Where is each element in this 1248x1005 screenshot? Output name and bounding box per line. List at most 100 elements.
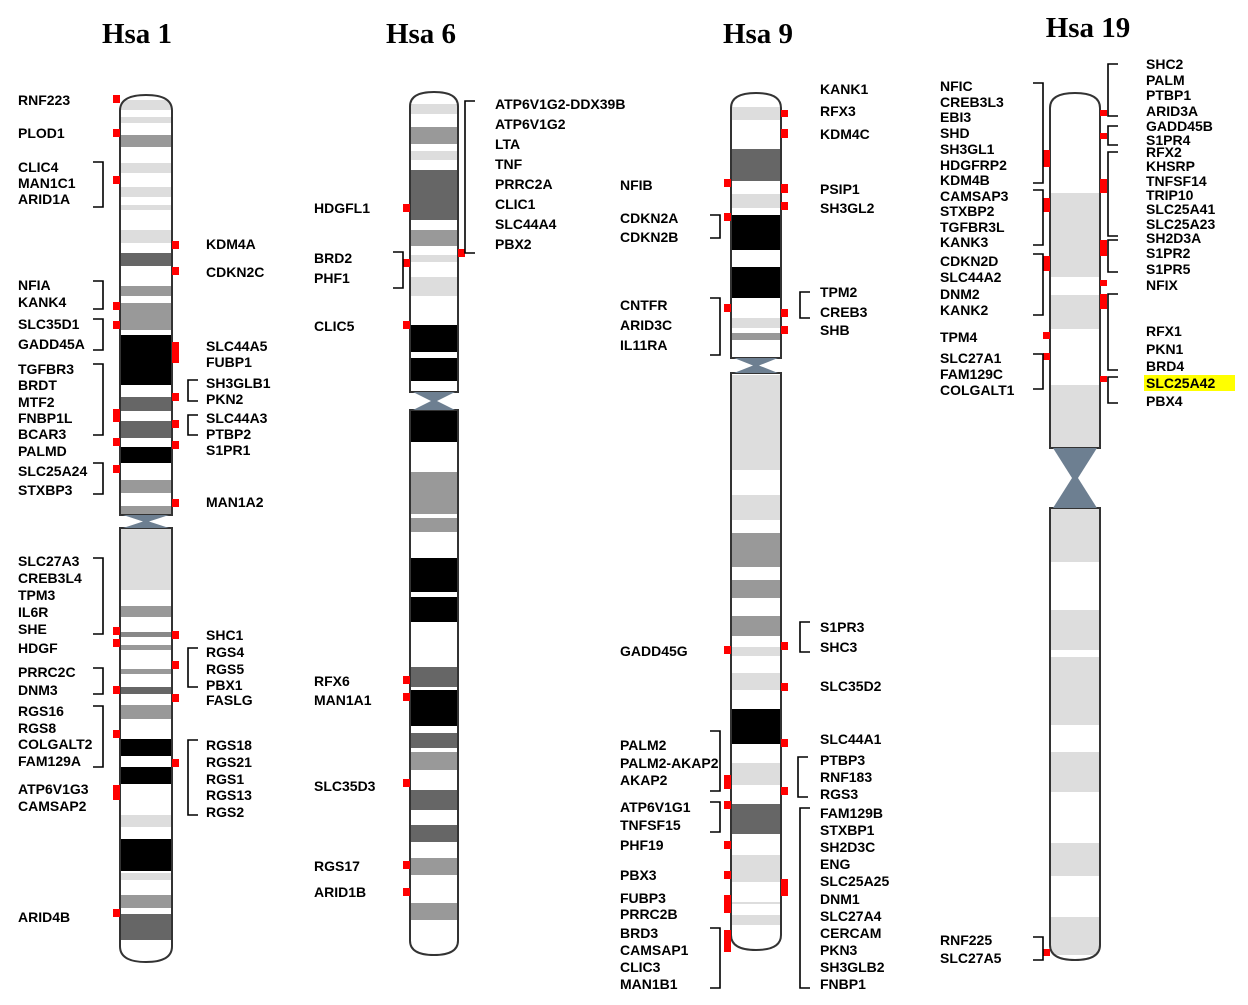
gene-label: LTA bbox=[495, 136, 521, 152]
centromere bbox=[123, 515, 169, 522]
gene-locus-marker bbox=[781, 787, 788, 795]
gene-label: CLIC1 bbox=[495, 196, 536, 212]
gene-label: AKAP2 bbox=[620, 772, 668, 788]
gene-locus-marker bbox=[724, 930, 731, 952]
gene-label: STXBP2 bbox=[940, 203, 995, 220]
gene-label: NFIC bbox=[940, 78, 973, 94]
gene-label: CDKN2B bbox=[620, 229, 679, 245]
gene-label: SLC44A1 bbox=[820, 731, 882, 747]
gene-label: SLC25A42 bbox=[1144, 375, 1236, 391]
chromosome-band bbox=[731, 763, 781, 785]
chromosome-band bbox=[120, 480, 172, 493]
gene-label: SLC35D2 bbox=[820, 678, 882, 694]
chromosome-band bbox=[410, 858, 458, 875]
chromosome-band bbox=[120, 117, 172, 123]
gene-locus-marker bbox=[172, 241, 179, 249]
gene-label: SLC25A23 bbox=[1146, 215, 1216, 232]
gene-label: SHD bbox=[940, 125, 970, 142]
gene-label: FAM129A bbox=[18, 753, 82, 770]
centromere bbox=[1053, 448, 1097, 478]
chromosome-band bbox=[1050, 295, 1100, 329]
gene-locus-marker bbox=[113, 95, 120, 103]
gene-locus-marker bbox=[781, 184, 788, 193]
gene-label: RNF223 bbox=[18, 92, 71, 108]
chromosome-band bbox=[1050, 610, 1100, 650]
chromosome-hsa-9 bbox=[724, 91, 788, 952]
gene-locus-marker bbox=[172, 267, 179, 275]
chromosome-band bbox=[731, 194, 781, 208]
gene-locus-marker bbox=[724, 646, 731, 654]
gene-label: SLC44A5 bbox=[206, 338, 268, 354]
gene-label: TPM4 bbox=[940, 329, 978, 345]
gene-label: MTF2 bbox=[18, 393, 55, 410]
chromosome-band bbox=[120, 687, 172, 694]
chromosome-band bbox=[410, 230, 458, 246]
gene-label: TGFBR3L bbox=[940, 218, 1005, 235]
chromosome-band bbox=[1050, 657, 1100, 725]
gene-label: MAN1C1 bbox=[18, 175, 76, 191]
chromosome-band bbox=[120, 163, 172, 173]
chromosome-band bbox=[120, 135, 172, 147]
q-arm bbox=[731, 373, 781, 950]
gene-label: GADD45G bbox=[620, 643, 688, 659]
gene-label: PHF1 bbox=[314, 270, 350, 286]
gene-locus-marker bbox=[1100, 294, 1107, 309]
gene-label: PSIP1 bbox=[820, 181, 860, 197]
gene-group-bracket bbox=[797, 756, 808, 798]
gene-label: CREB3L4 bbox=[18, 570, 82, 586]
gene-label: CREB3 bbox=[820, 304, 868, 320]
gene-locus-marker bbox=[724, 179, 731, 187]
chromosome-band bbox=[410, 325, 458, 352]
gene-label: MAN1A2 bbox=[206, 494, 264, 510]
chromosome-band bbox=[120, 705, 172, 719]
chromosome-band bbox=[731, 149, 781, 181]
chromosome-band bbox=[120, 606, 172, 617]
chromosome-band bbox=[731, 902, 781, 904]
gene-label: PALM bbox=[1146, 71, 1185, 88]
gene-label: CAMSAP2 bbox=[18, 798, 87, 814]
gene-locus-marker bbox=[781, 326, 788, 334]
gene-label: CLIC3 bbox=[620, 959, 661, 975]
gene-label: RGS4 bbox=[206, 644, 245, 660]
gene-label: DNM1 bbox=[820, 890, 860, 907]
gene-locus-marker bbox=[781, 129, 788, 138]
gene-label: ATP6V1G3 bbox=[18, 781, 89, 797]
gene-label: SLC44A3 bbox=[206, 410, 268, 426]
chromosome-band bbox=[120, 895, 172, 908]
gene-locus-marker bbox=[113, 129, 120, 137]
gene-group-bracket bbox=[187, 414, 198, 436]
gene-group-bracket bbox=[187, 379, 198, 402]
gene-label: RGS3 bbox=[820, 786, 859, 802]
chromosome-title: Hsa 19 bbox=[1045, 12, 1131, 44]
chromosome-band bbox=[731, 495, 781, 520]
gene-group-bracket bbox=[93, 363, 104, 436]
gene-label: CAMSAP1 bbox=[620, 942, 689, 958]
gene-locus-marker bbox=[1043, 332, 1050, 339]
gene-label: SLC27A4 bbox=[820, 907, 882, 924]
gene-locus-marker bbox=[781, 739, 788, 747]
gene-label: IL6R bbox=[18, 604, 49, 620]
gene-label: RNF183 bbox=[820, 769, 873, 785]
gene-group-bracket bbox=[1033, 253, 1044, 316]
gene-locus-marker bbox=[172, 342, 179, 363]
chromosome-band bbox=[731, 804, 781, 834]
gene-group-bracket bbox=[187, 739, 198, 816]
q-arm bbox=[1050, 508, 1100, 960]
gene-group-bracket bbox=[93, 161, 104, 208]
gene-group-bracket bbox=[393, 251, 404, 289]
gene-locus-marker bbox=[1043, 949, 1050, 956]
gene-group-bracket bbox=[93, 705, 104, 768]
gene-locus-marker bbox=[1043, 198, 1050, 212]
q-arm-outline bbox=[409, 409, 459, 957]
gene-label: FAM129B bbox=[820, 805, 884, 821]
chromosome-band bbox=[731, 673, 781, 690]
gene-locus-marker bbox=[403, 204, 410, 212]
chromosome-band bbox=[410, 410, 458, 442]
gene-locus-marker bbox=[781, 202, 788, 210]
chromosome-band bbox=[731, 580, 781, 598]
gene-locus-marker bbox=[403, 888, 410, 896]
chromosome-band bbox=[410, 170, 458, 220]
p-arm bbox=[731, 93, 781, 358]
gene-label: RNF225 bbox=[940, 932, 993, 948]
gene-label: PRRC2A bbox=[495, 176, 553, 192]
